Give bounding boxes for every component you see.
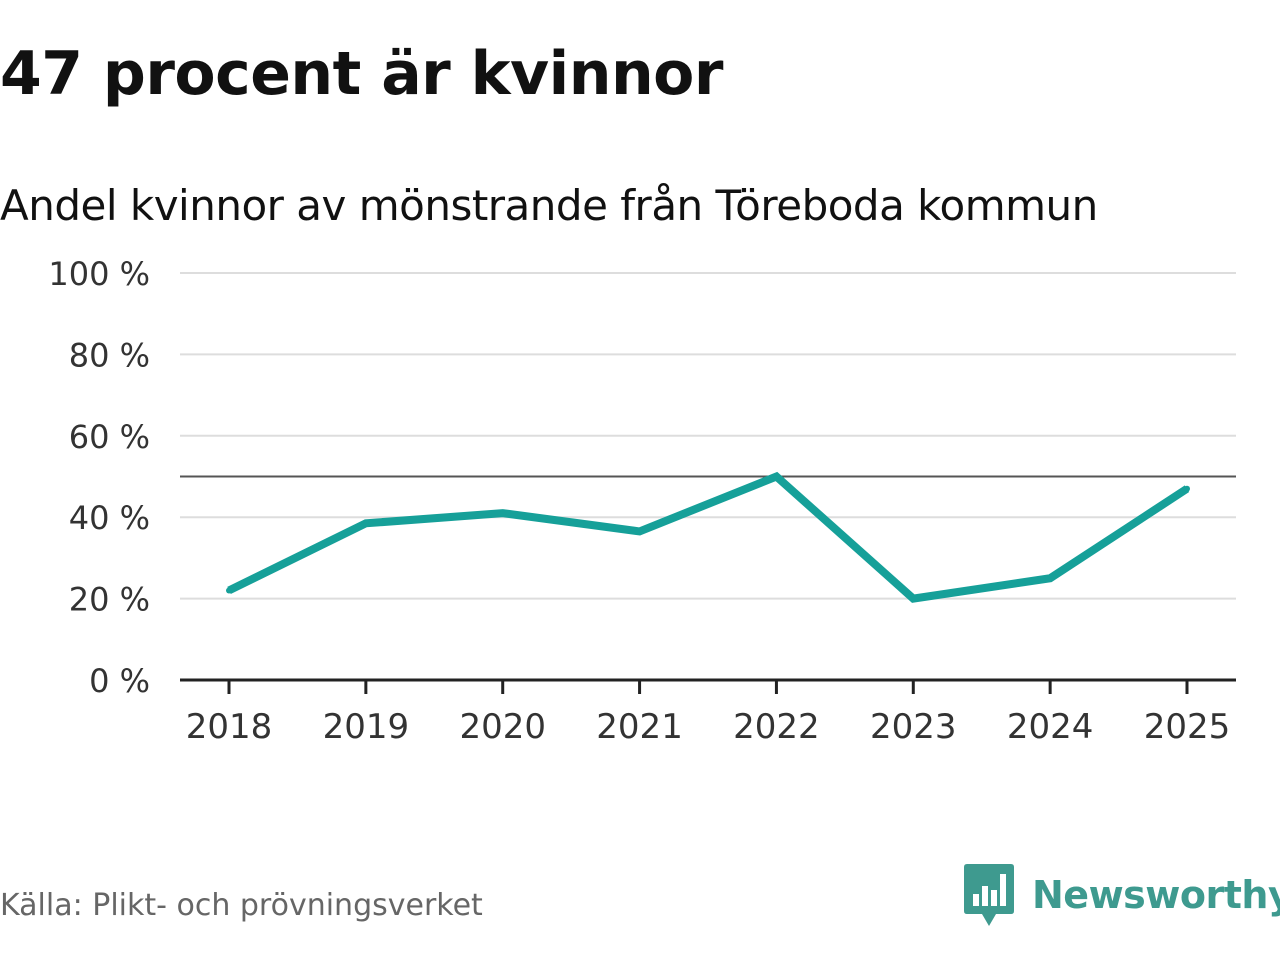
- series-layer: [226, 471, 1190, 603]
- series-line: [227, 471, 1190, 603]
- x-tick-label: 2023: [870, 707, 957, 747]
- x-axis-ticks: 2018 2019 2020 2021 2022 2023 2024 2025: [186, 680, 1231, 747]
- y-tick-label: 0 %: [89, 662, 150, 700]
- x-tick-label: 2018: [186, 707, 273, 747]
- data-point: [773, 473, 780, 480]
- data-point: [362, 520, 369, 527]
- data-point: [636, 528, 643, 535]
- y-axis-ticks: 0 % 20 % 40 % 60 % 80 % 100 %: [48, 255, 150, 700]
- x-tick-label: 2020: [459, 707, 546, 747]
- headline: 47 procent är kvinnor: [0, 39, 723, 109]
- brand-logo: Newsworthy: [964, 862, 1280, 928]
- data-point: [499, 510, 506, 517]
- x-tick-label: 2021: [596, 707, 683, 747]
- data-point: [910, 595, 917, 602]
- x-tick-label: 2024: [1007, 707, 1094, 747]
- chart-subtitle: Andel kvinnor av mönstrande från Törebod…: [0, 181, 1098, 230]
- brand-name: Newsworthy: [1032, 873, 1280, 917]
- grid-lines: [180, 272, 1236, 600]
- y-tick-label: 20 %: [69, 581, 150, 619]
- bar-chart-speech-bubble-icon: [964, 864, 1014, 926]
- y-tick-label: 40 %: [69, 499, 150, 537]
- source-note: Källa: Plikt- och prövningsverket: [0, 888, 483, 923]
- y-tick-label: 80 %: [69, 336, 150, 374]
- y-tick-label: 60 %: [69, 418, 150, 456]
- y-tick-label: 100 %: [48, 255, 150, 293]
- x-tick-label: 2022: [733, 707, 820, 747]
- data-point: [1184, 485, 1190, 492]
- x-tick-label: 2019: [323, 707, 410, 747]
- data-point: [1047, 575, 1054, 582]
- data-point: [226, 587, 232, 594]
- x-tick-label: 2025: [1144, 707, 1231, 747]
